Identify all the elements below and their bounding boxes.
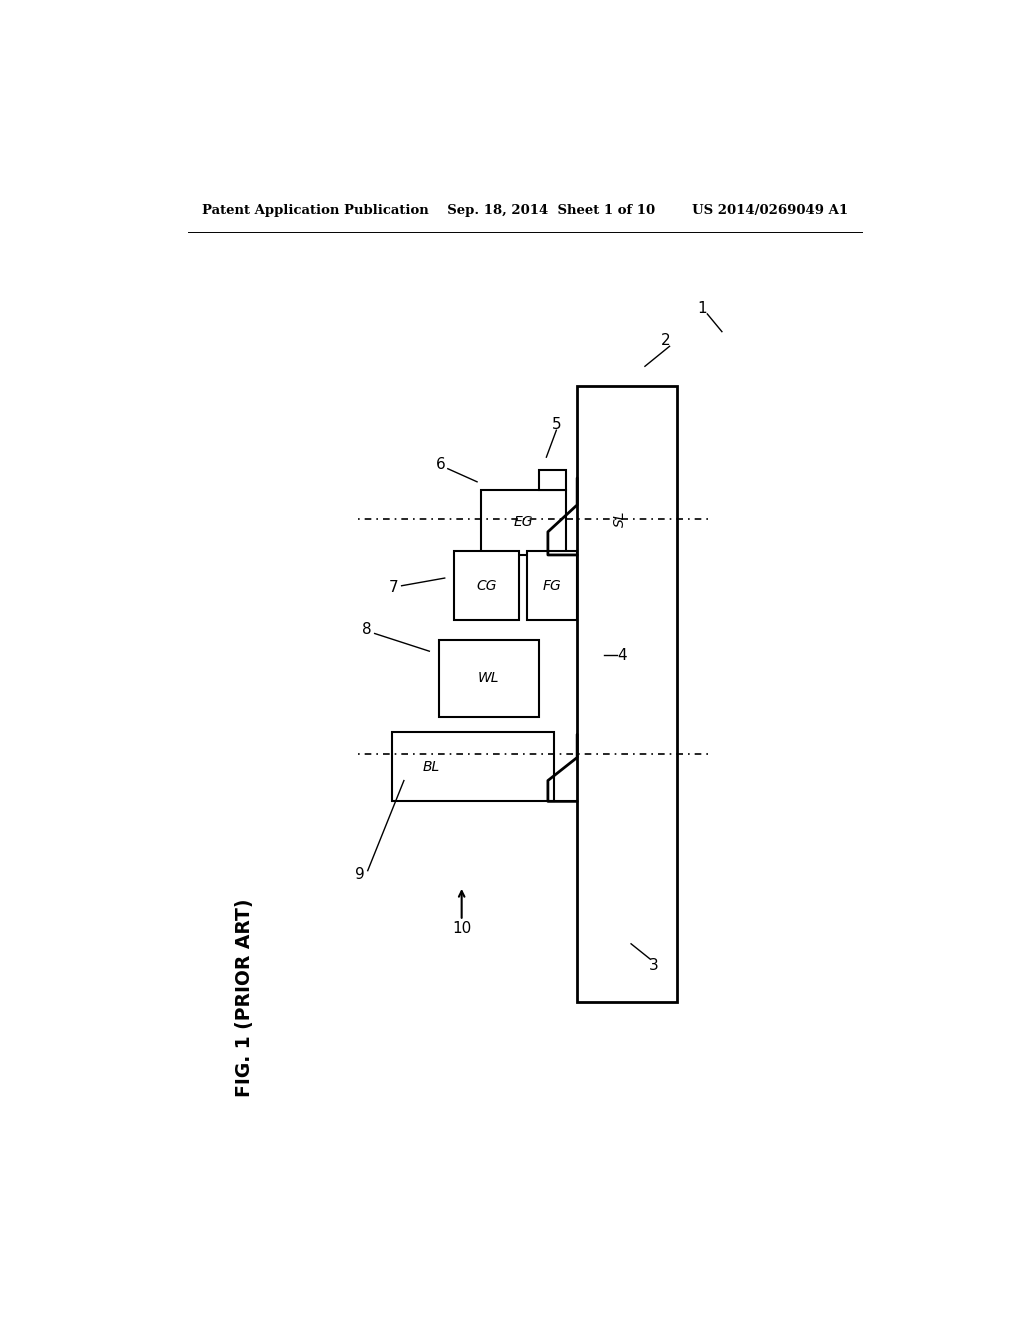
Text: 6: 6 [436,457,445,471]
Text: 4: 4 [617,648,627,663]
Text: 7: 7 [389,579,398,595]
Bar [527,552,578,620]
Text: FIG. 1 (PRIOR ART): FIG. 1 (PRIOR ART) [236,899,254,1097]
Bar [392,733,554,801]
Bar [481,490,565,554]
Bar [539,470,565,490]
Text: 9: 9 [355,867,365,882]
Bar [578,385,677,1002]
Text: CG: CG [476,578,497,593]
Text: 1: 1 [697,301,707,315]
Text: 10: 10 [452,921,471,936]
Text: EG: EG [513,515,534,529]
Text: 8: 8 [362,622,372,638]
Text: BL: BL [422,760,439,774]
Text: 2: 2 [660,334,671,348]
Text: Patent Application Publication    Sep. 18, 2014  Sheet 1 of 10        US 2014/02: Patent Application Publication Sep. 18, … [202,205,848,218]
Text: SL: SL [612,511,627,527]
Text: 3: 3 [649,958,659,973]
Bar [454,552,519,620]
Bar [438,640,539,717]
Text: 5: 5 [552,417,561,432]
Text: FG: FG [543,578,561,593]
Text: WL: WL [478,671,500,685]
